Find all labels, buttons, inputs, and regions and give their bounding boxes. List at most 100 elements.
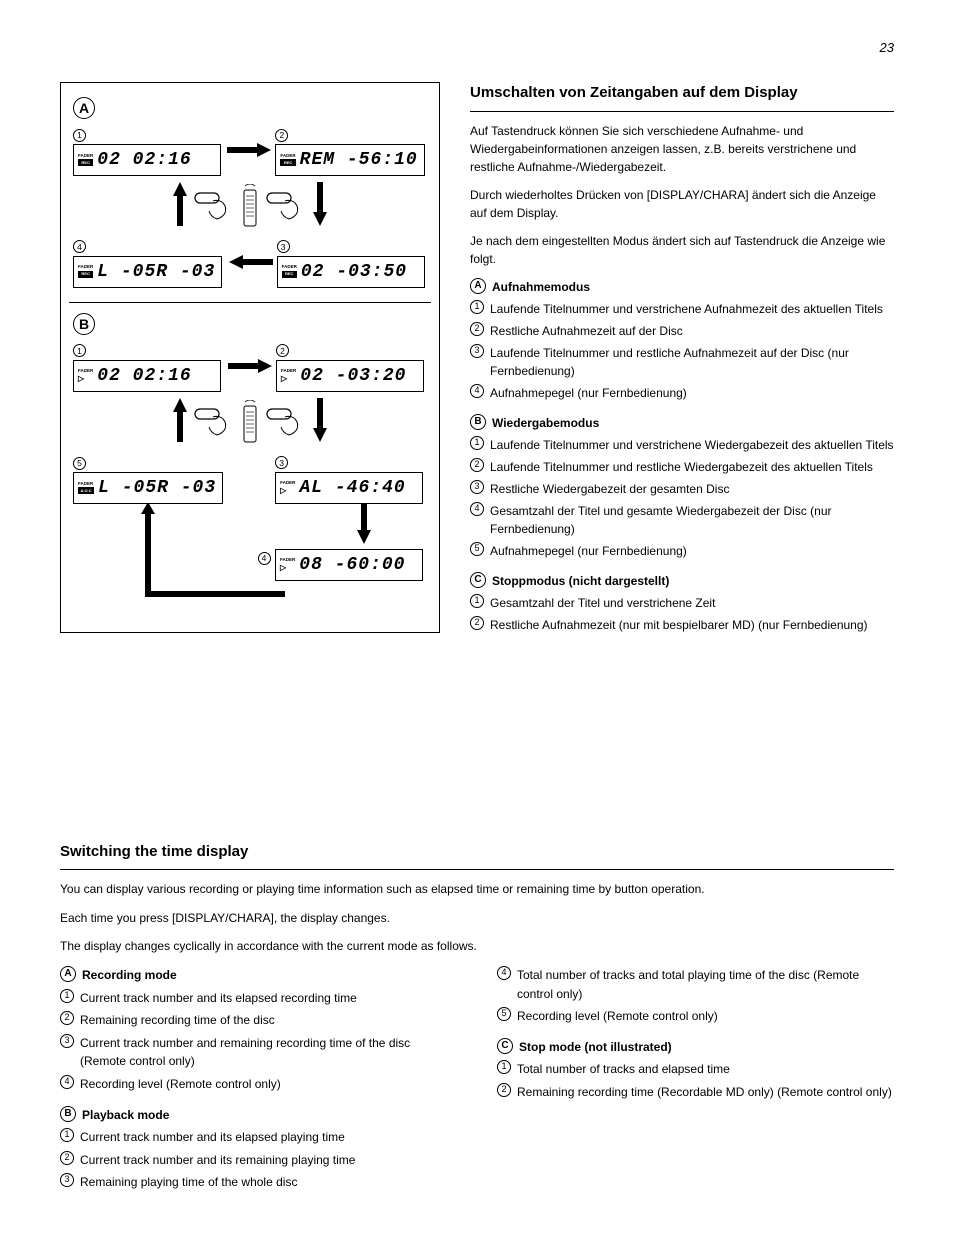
german-c-2: 2Restliche Aufnahmezeit (nur mit bespiel… — [470, 616, 894, 634]
german-b-5: 5Aufnahmepegel (nur Fernbedienung) — [470, 542, 894, 560]
german-a-1: 1Laufende Titelnummer und verstrichene A… — [470, 300, 894, 318]
lcd-a1-cell: 1 FADER REC 02 02:16 — [73, 125, 223, 176]
lcd-b4-text: 08 -60:00 — [299, 555, 405, 575]
arrow-right-icon — [227, 143, 271, 157]
german-c-1: 1Gesamtzahl der Titel und verstrichene Z… — [470, 594, 894, 612]
german-c-1-text: Gesamtzahl der Titel und verstrichene Ze… — [490, 594, 894, 612]
circle-1-icon: 1 — [60, 1128, 74, 1142]
lcd-b4-cell: 4 FADER ▷ 08 -60:00 — [258, 548, 423, 581]
arrow-right-icon — [228, 359, 272, 373]
tag-fader: FADER — [280, 154, 295, 159]
tag-fader: FADER — [78, 369, 93, 374]
english-col-left: A Recording mode 1Current track number a… — [60, 966, 457, 1196]
circle-4-icon: 4 — [470, 384, 484, 398]
tag-aoc: A.O.C — [78, 487, 94, 494]
english-a-1: 1Current track number and its elapsed re… — [60, 989, 457, 1008]
tag-rec: REC — [78, 159, 93, 166]
circle-2-icon: 2 — [60, 1011, 74, 1025]
lcd-b2-text: 02 -03:20 — [300, 366, 406, 386]
english-a-title: Recording mode — [82, 966, 457, 985]
lcd-a2-text: REM -56:10 — [300, 150, 418, 170]
circle-1-icon: 1 — [470, 436, 484, 450]
lcd-a4-num: 4 — [73, 240, 86, 253]
lcd-b2-cell: 2 FADER ▷ 02 -03:20 — [276, 341, 427, 392]
arrow-down-icon — [313, 398, 327, 447]
lcd-a3-cell: 3 FADER REC 02 -03:50 — [277, 237, 427, 288]
press-button-icon — [265, 407, 307, 437]
lcd-a4-text: L -05R -03 — [97, 262, 215, 282]
controls-b — [73, 398, 427, 447]
tag-fader: FADER — [78, 154, 93, 159]
circle-a-icon: A — [470, 278, 486, 294]
circle-3-icon: 3 — [470, 480, 484, 494]
german-b-3-text: Restliche Wiedergabezeit der gesamten Di… — [490, 480, 894, 498]
circle-3-icon: 3 — [60, 1034, 74, 1048]
press-button-icon — [265, 191, 307, 221]
lcd-b5-num: 5 — [73, 457, 86, 470]
section-letter-a: A — [73, 97, 95, 119]
lcd-a2-cell: 2 FADER REC REM -56:10 — [275, 125, 427, 176]
diagram-section-b: B 1 FADER ▷ 02 02:16 — [69, 302, 431, 623]
circle-1-icon: 1 — [497, 1060, 511, 1074]
german-a-2-text: Restliche Aufnahmezeit auf der Disc — [490, 322, 894, 340]
german-a-title: Aufnahmemodus — [492, 278, 894, 296]
lcd-a1: FADER REC 02 02:16 — [73, 144, 221, 176]
german-intro-1: Auf Tastendruck können Sie sich verschie… — [470, 122, 894, 176]
circle-4-icon: 4 — [60, 1075, 74, 1089]
lcd-b5-text: L -05R -03 — [98, 478, 216, 498]
arrow-left-icon — [229, 255, 273, 269]
lcd-b2: FADER ▷ 02 -03:20 — [276, 360, 424, 392]
english-a-4-text: Recording level (Remote control only) — [80, 1075, 457, 1094]
lcd-b5-tags: FADER A.O.C — [78, 482, 94, 495]
english-c-header: C Stop mode (not illustrated) — [497, 1038, 894, 1057]
arrow-up-icon — [173, 398, 187, 447]
lcd-b4-num: 4 — [258, 552, 271, 565]
diagram-box: A 1 FADER REC 02 02:16 — [60, 82, 440, 633]
circle-c-icon: C — [497, 1038, 513, 1054]
circle-b-icon: B — [470, 414, 486, 430]
german-a-1-text: Laufende Titelnummer und verstrichene Au… — [490, 300, 894, 318]
german-a-2: 2Restliche Aufnahmezeit auf der Disc — [470, 322, 894, 340]
german-b-4-text: Gesamtzahl der Titel und gesamte Wiederg… — [490, 502, 894, 538]
english-c-2: 2Remaining recording time (Recordable MD… — [497, 1083, 894, 1102]
controls-a — [73, 182, 427, 231]
circle-1-icon: 1 — [60, 989, 74, 1003]
lcd-a2: FADER REC REM -56:10 — [275, 144, 424, 176]
tag-rec: REC — [282, 271, 297, 278]
german-b-2-text: Laufende Titelnummer und restliche Wiede… — [490, 458, 894, 476]
section-letter-b: B — [73, 313, 95, 335]
lcd-a1-tags: FADER REC — [78, 154, 93, 167]
english-a-3: 3Current track number and remaining reco… — [60, 1034, 457, 1071]
english-b-3: 3Remaining playing time of the whole dis… — [60, 1173, 457, 1192]
english-b-title: Playback mode — [82, 1106, 457, 1125]
page-number: 23 — [880, 40, 894, 55]
circle-4-icon: 4 — [470, 502, 484, 516]
german-a-header: A Aufnahmemodus — [470, 278, 894, 296]
circle-3-icon: 3 — [470, 344, 484, 358]
english-intro-2: Each time you press [DISPLAY/CHARA], the… — [60, 909, 894, 928]
lcd-a3: FADER REC 02 -03:50 — [277, 256, 425, 288]
german-a-3-text: Laufende Titelnummer und restliche Aufna… — [490, 344, 894, 380]
english-b-4: 4Total number of tracks and total playin… — [497, 966, 894, 1003]
english-intro-1: You can display various recording or pla… — [60, 880, 894, 899]
english-heading: Switching the time display — [60, 840, 894, 870]
press-button-icon — [193, 407, 235, 437]
english-b-2: 2Current track number and its remaining … — [60, 1151, 457, 1170]
german-c-title: Stoppmodus (nicht dargestellt) — [492, 572, 894, 590]
english-intro-3: The display changes cyclically in accord… — [60, 937, 894, 956]
english-a-2-text: Remaining recording time of the disc — [80, 1011, 457, 1030]
lcd-a2-tags: FADER REC — [280, 154, 295, 167]
circle-4-icon: 4 — [497, 966, 511, 980]
tag-rec: REC — [280, 159, 295, 166]
german-b-title: Wiedergabemodus — [492, 414, 894, 432]
lcd-b3-text: AL -46:40 — [299, 478, 405, 498]
arrow-up-icon — [173, 182, 187, 231]
lcd-a3-tags: FADER REC — [282, 265, 297, 278]
lcd-b1-tags: FADER ▷ — [78, 369, 93, 383]
german-heading: Umschalten von Zeitangaben auf dem Displ… — [470, 82, 894, 112]
circle-2-icon: 2 — [60, 1151, 74, 1165]
lcd-a3-num: 3 — [277, 240, 290, 253]
diagram-section-a: A 1 FADER REC 02 02:16 — [69, 93, 431, 296]
lcd-b3-cell: 3 FADER ▷ AL -46:40 — [275, 453, 427, 504]
lcd-b5-cell: 5 FADER A.O.C L -05R -03 — [73, 453, 227, 504]
